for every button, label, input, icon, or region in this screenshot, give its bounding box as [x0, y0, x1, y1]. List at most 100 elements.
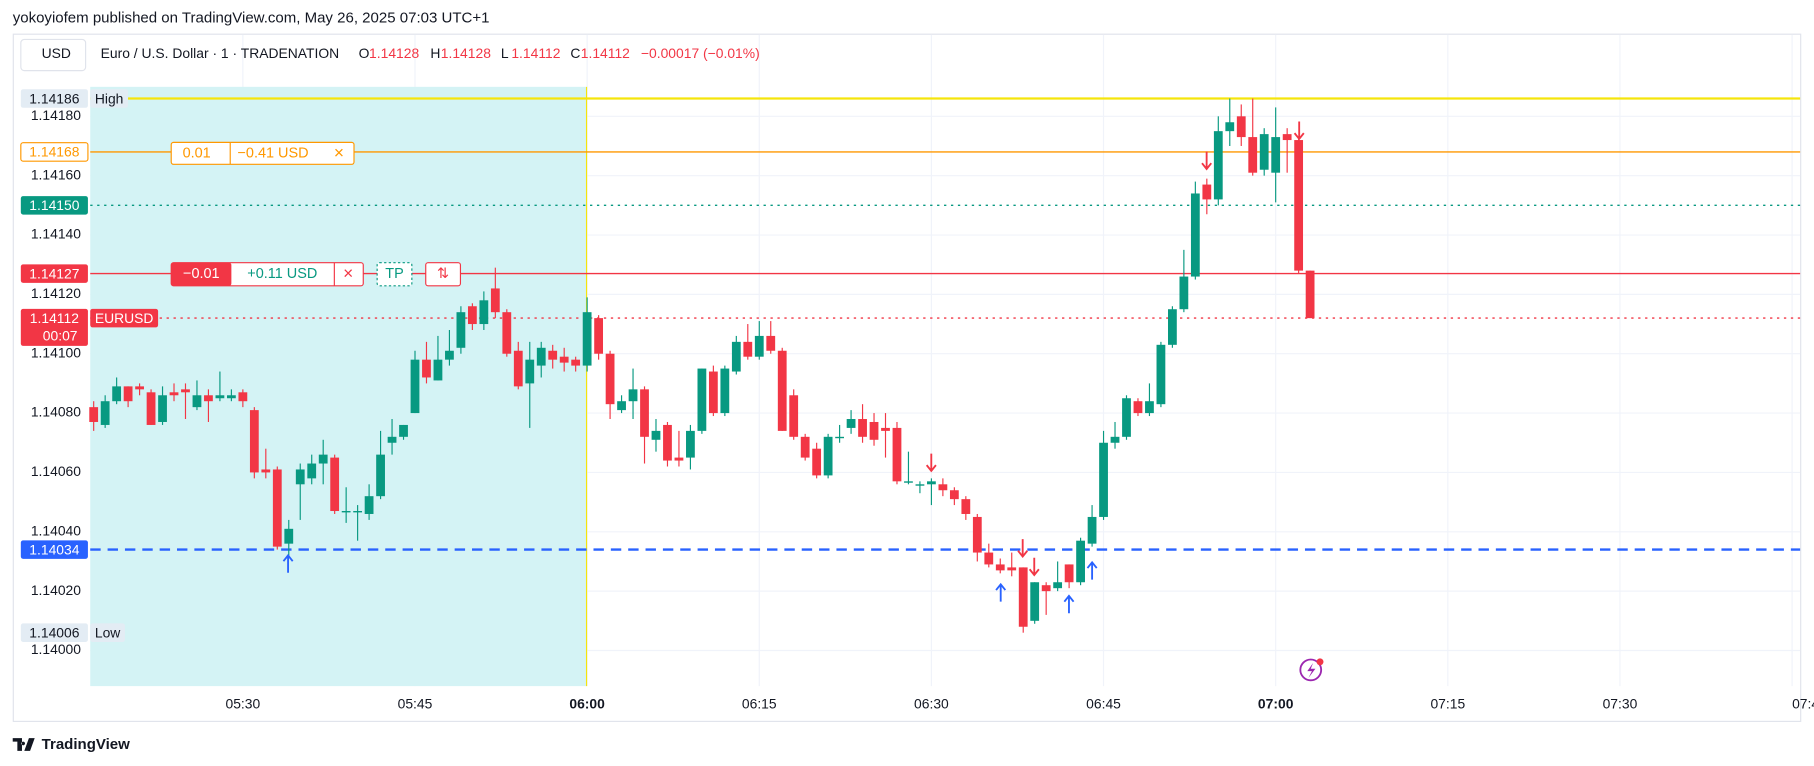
- price-tag: Low: [95, 625, 121, 641]
- candle-body: [112, 386, 122, 402]
- alert-icon[interactable]: [1299, 658, 1324, 682]
- currency[interactable]: USD: [42, 45, 71, 61]
- candle-body: [410, 359, 420, 414]
- x-tick-label: 05:45: [398, 695, 433, 711]
- candle-body: [123, 386, 133, 402]
- order-close[interactable]: ×: [334, 143, 344, 163]
- candle-body: [1156, 344, 1166, 405]
- candle-body: [422, 359, 431, 378]
- countdown: 00:07: [43, 327, 78, 343]
- signal-arrow-down: [1293, 121, 1305, 141]
- icon-dot[interactable]: [1316, 658, 1324, 666]
- candle-body: [1236, 116, 1246, 138]
- candle-body: [594, 318, 604, 354]
- candle-body: [1305, 270, 1315, 319]
- signal-arrow-up: [995, 582, 1007, 602]
- reverse-box[interactable]: [425, 262, 462, 287]
- icon-bolt[interactable]: [1307, 662, 1316, 679]
- candle-body: [502, 312, 512, 354]
- candle-body: [1133, 401, 1143, 414]
- y-tick-label: 1.14080: [31, 404, 81, 420]
- candle-body: [663, 424, 672, 461]
- candle-body: [146, 392, 156, 425]
- ohlc-value: 1.14112: [581, 45, 630, 61]
- candle-body: [995, 564, 1005, 571]
- candle-body: [640, 389, 649, 437]
- x-tick-label: 06:45: [1086, 695, 1121, 711]
- candle-body: [605, 353, 615, 405]
- candle-body: [1259, 134, 1269, 170]
- icon-circle[interactable]: [1299, 658, 1323, 682]
- candle-body: [1248, 137, 1258, 173]
- candle-body: [261, 469, 271, 473]
- signal-arrow-down: [1201, 151, 1212, 171]
- order-pnl: −0.41 USD: [237, 146, 308, 162]
- currency-box[interactable]: [20, 38, 87, 72]
- candle-body: [904, 481, 913, 483]
- x-tick-label: 06:30: [914, 695, 949, 711]
- price-tag: EURUSD: [95, 310, 154, 326]
- candle-body: [617, 401, 626, 411]
- order-box: [170, 141, 355, 165]
- candle-body: [835, 436, 844, 439]
- candle-body: [1041, 585, 1051, 592]
- price-tag-box: [90, 308, 159, 328]
- candle-body: [1294, 140, 1304, 271]
- y-tick-label: 1.14120: [31, 285, 81, 301]
- order-close[interactable]: ×: [343, 263, 353, 283]
- candle-body: [1168, 309, 1177, 345]
- x-tick-label: 06:15: [742, 695, 777, 711]
- chart-frame: [12, 33, 1802, 722]
- price-badge-label: 1.14112: [30, 310, 79, 326]
- candle-body: [192, 395, 202, 408]
- signal-arrow-up: [1063, 594, 1075, 614]
- candle-body: [628, 389, 638, 402]
- candle-body: [1053, 582, 1063, 589]
- candle-body: [789, 395, 799, 437]
- y-tick-label: 1.14140: [31, 226, 81, 242]
- price-badge: [20, 540, 88, 559]
- candle-body: [295, 469, 305, 485]
- order-qty: −0.01: [183, 266, 220, 282]
- candle-body: [456, 312, 466, 348]
- candle-body: [215, 395, 225, 399]
- signal-arrow-up: [282, 553, 294, 573]
- signals: [282, 121, 1305, 614]
- candle-body: [1202, 184, 1212, 200]
- candle-body: [238, 392, 248, 402]
- candle-body: [927, 481, 936, 485]
- price-badge-label: 1.14127: [29, 265, 79, 281]
- candle-body: [1225, 122, 1235, 132]
- reverse-button[interactable]: ⇅: [437, 266, 449, 282]
- candle-body: [284, 528, 294, 544]
- candle-body: [445, 350, 454, 360]
- y-tick-label: 1.14040: [31, 522, 81, 538]
- candle-body: [364, 496, 374, 514]
- candle-body: [1007, 567, 1017, 571]
- candle-body: [938, 484, 948, 491]
- candle-body: [731, 341, 741, 372]
- price-badge-label: 1.14006: [29, 625, 79, 641]
- tp-box[interactable]: [376, 262, 413, 287]
- candle-body: [525, 359, 535, 384]
- candle-body: [1145, 401, 1154, 414]
- candle-body: [226, 395, 236, 399]
- x-tick-label: 06:00: [569, 695, 605, 711]
- tp-button[interactable]: TP: [385, 266, 403, 282]
- ohlc-key: L: [501, 45, 509, 61]
- candle-body: [823, 436, 833, 476]
- price-badge-label: 1.14168: [29, 144, 79, 160]
- x-tick-label: 07:4: [1792, 695, 1814, 711]
- session-highlight: [90, 86, 587, 687]
- change: −0.00017 (−0.01%): [641, 45, 760, 61]
- candle-body: [376, 454, 385, 497]
- price-badge: [20, 142, 89, 162]
- candle-body: [846, 419, 856, 428]
- price-badge-label: 1.14034: [29, 541, 79, 557]
- candle-body: [536, 347, 546, 366]
- candle-body: [777, 350, 787, 431]
- candle-body: [1179, 276, 1189, 310]
- candle-body: [1064, 564, 1074, 583]
- candle-body: [249, 410, 259, 473]
